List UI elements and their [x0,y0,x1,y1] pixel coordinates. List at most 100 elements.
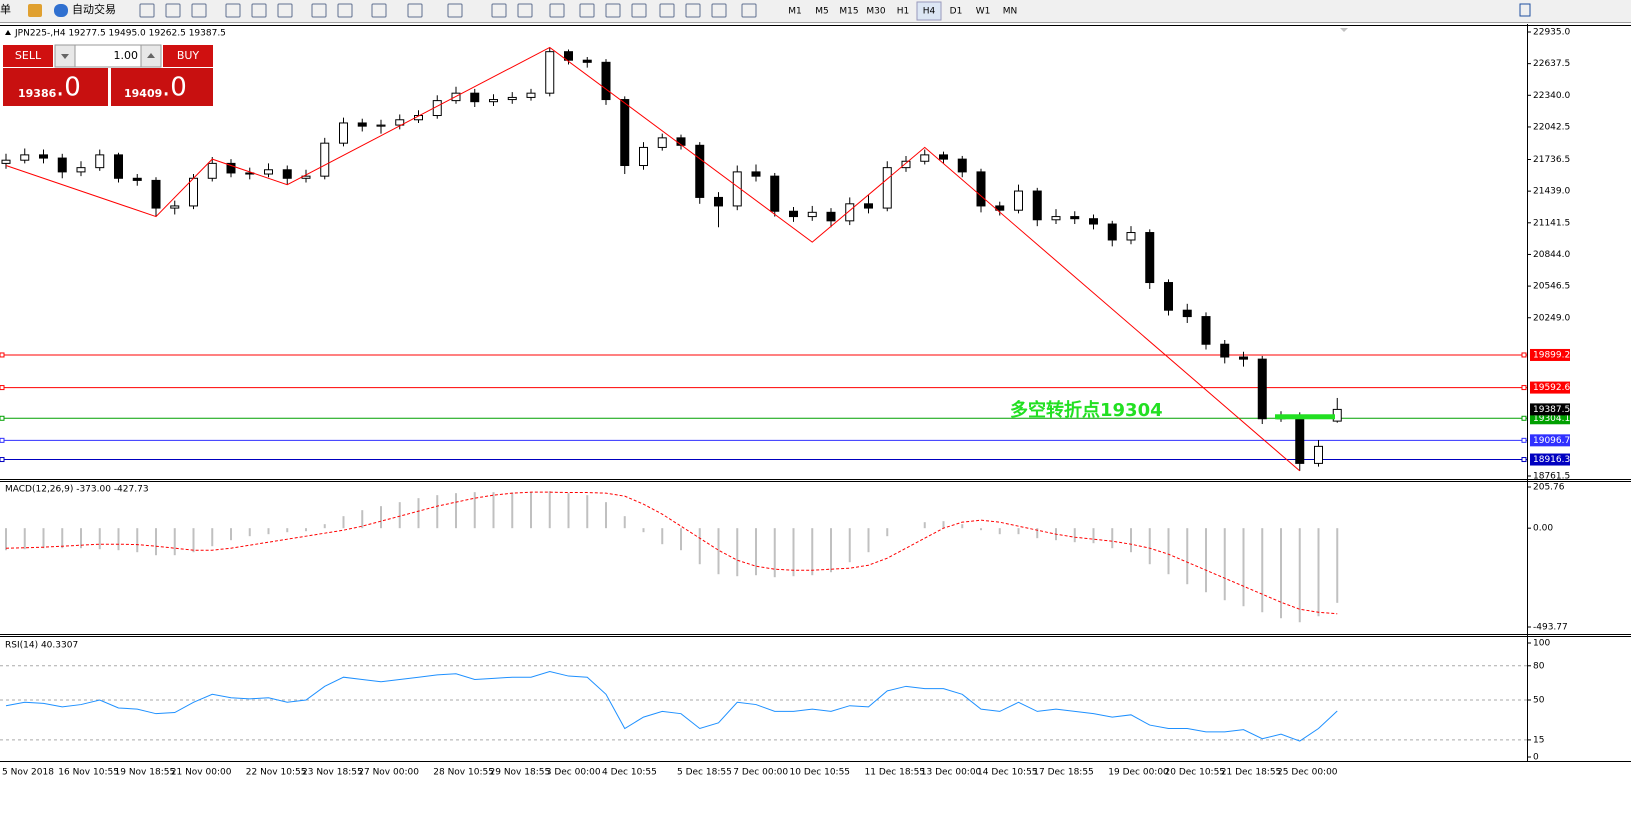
candle-body [1182,309,1192,318]
x-tick-label: 19 Dec 00:00 [1108,768,1169,778]
candle-body [826,211,836,222]
macd-bar [848,528,851,563]
candle-body [282,169,292,179]
macd-bar [173,528,176,556]
candle-body [376,124,386,127]
level-label-box [1530,381,1570,394]
toolbar-button[interactable] [741,3,757,18]
y-tick-label: 22637.5 [1533,59,1570,69]
order-button[interactable]: 单 [0,3,11,16]
y-tick-label: 22340.0 [1533,91,1570,101]
candle-body [845,203,855,222]
level-label: 19592.6 [1533,383,1570,393]
macd-bar [98,528,101,550]
toolbar-button[interactable] [685,3,701,18]
y-tick-label: 21439.0 [1533,187,1570,197]
candle-body [489,99,498,103]
macd-bar [1261,528,1264,613]
toolbar-button[interactable] [277,3,293,18]
y-tick-label: 21736.5 [1533,155,1570,165]
timeframe-button[interactable]: M30 [866,7,885,17]
toolbar-button[interactable] [631,3,647,18]
candle-body [132,177,142,181]
candle-body [76,167,86,173]
chart-header: JPN225-,H4 19277.5 19495.0 19262.5 19387… [14,29,226,39]
toolbar-button[interactable] [165,3,181,18]
macd-bar [830,528,832,573]
macd-bar [1186,528,1189,585]
level-handle [0,385,5,391]
x-tick-label: 7 Dec 00:00 [733,768,788,778]
toolbar-button[interactable] [605,3,621,18]
timeframe-active[interactable] [916,1,942,21]
macd-bar [1298,528,1301,623]
x-tick-label: 10 Dec 10:55 [790,768,851,778]
toolbar-button[interactable] [579,3,595,18]
toolbar-button[interactable] [251,3,267,18]
candle-body [882,167,892,209]
candle-body [901,160,911,169]
toolbar-button[interactable] [337,3,353,18]
icon[interactable] [28,4,42,17]
macd-bar [1017,528,1020,535]
macd-bar [155,528,157,556]
auto-trade-button[interactable]: 自动交易 [72,2,116,16]
buy-label[interactable]: BUY [177,49,200,62]
candle-body [770,175,780,212]
toolbar-button[interactable] [659,3,675,18]
candle-body [189,177,198,207]
toolbar-button[interactable] [549,3,565,18]
timeframe-button[interactable]: M5 [815,7,829,17]
timeframe-button[interactable]: H1 [897,7,910,17]
macd-bar [398,502,401,529]
buy-price: 19409 [124,87,162,100]
turning-point-bar [1275,414,1335,420]
candle-body [1,159,11,164]
macd-bar [886,528,889,537]
macd-bar [605,502,607,529]
toolbar-button[interactable] [371,3,387,18]
timeframe-button[interactable]: W1 [976,7,991,17]
sell-button[interactable] [3,45,53,67]
macd-bar [867,528,870,553]
timeframe-button[interactable]: D1 [950,7,963,17]
toolbar-button[interactable] [311,3,327,18]
toolbar-button[interactable] [139,3,155,18]
toolbar-button[interactable] [447,3,463,18]
level-label-box [1530,434,1570,447]
macd-label: MACD(12,26,9) -373.00 -427.73 [5,485,149,495]
macd-bar [136,528,139,553]
buy-price-box[interactable] [111,68,213,106]
toolbar-button[interactable] [225,3,241,18]
candle-body [545,51,555,94]
toolbar-button[interactable] [491,3,507,18]
candle-body [1164,282,1173,311]
toolbar-button[interactable] [517,3,533,18]
candle-body [151,179,161,209]
candle-body [1239,356,1248,360]
x-tick-label: 22 Nov 10:55 [246,768,307,778]
candle-body [226,162,236,174]
macd-bar [192,528,195,553]
toolbar-button[interactable] [711,3,727,18]
sell-label[interactable]: SELL [15,49,42,62]
x-tick-label: 5 Dec 18:55 [677,768,732,778]
timeframe-button[interactable]: H4 [923,7,936,17]
macd-bar [248,528,251,537]
search-icon[interactable] [1519,3,1531,17]
icon[interactable] [54,4,68,17]
toolbar-button[interactable] [191,3,207,18]
arrow [147,53,155,58]
buy-button[interactable] [163,45,213,67]
toolbar-button[interactable] [407,3,423,18]
macd-bar [1092,528,1095,544]
candle-body [1032,190,1042,221]
arrow [61,54,69,59]
timeframe-button[interactable]: M15 [839,7,858,17]
timeframe-button[interactable]: MN [1003,7,1018,17]
macd-bar [511,492,514,529]
timeframe-button[interactable]: M1 [788,7,802,17]
candle-body [114,154,123,179]
rsi-label: RSI(14) 40.3307 [5,641,78,651]
sell-price-box[interactable] [3,68,108,106]
